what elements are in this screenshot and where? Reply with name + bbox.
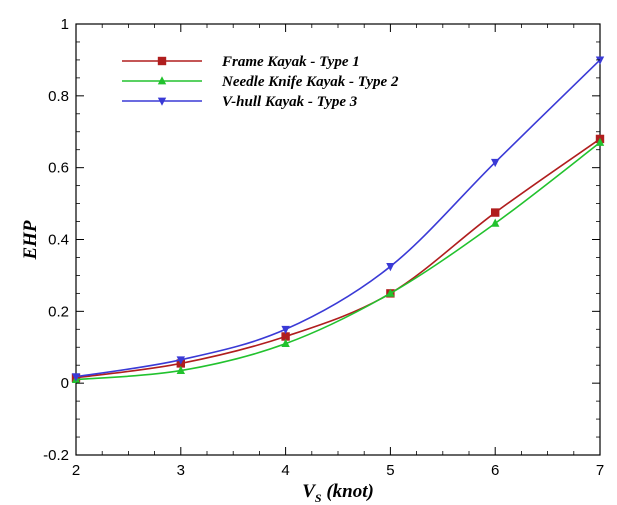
series-3: [71, 56, 605, 382]
x-tick-label: 7: [596, 462, 604, 479]
x-axis-title-main: V: [302, 481, 316, 502]
x-axis-title-subscript: S: [315, 491, 322, 505]
y-tick-label: -0.2: [43, 447, 69, 464]
legend-marker: [157, 97, 167, 106]
data-point: [176, 365, 185, 374]
data-point: [281, 338, 290, 348]
x-axis-title-unit: (knot): [322, 481, 374, 502]
legend-label: Needle Knife Kayak - Type 2: [221, 74, 399, 90]
series-1: [71, 134, 605, 382]
data-point: [71, 373, 81, 382]
legend-marker: [157, 76, 167, 85]
data-point: [491, 208, 500, 217]
series-2: [71, 137, 605, 383]
y-tick-label: 0: [61, 375, 69, 392]
data-point: [386, 288, 395, 297]
legend: Frame Kayak - Type 1 Needle Knife Kayak -…: [122, 54, 399, 110]
y-tick-label: 0.2: [48, 303, 69, 320]
x-tick-label: 6: [491, 462, 499, 479]
data-point: [281, 332, 290, 341]
data-point: [491, 158, 500, 168]
y-axis-title: EHP: [20, 220, 41, 260]
y-tick-label: 1: [61, 16, 69, 33]
legend-label: V-hull Kayak - Type 3: [222, 94, 358, 110]
series-line: [75, 138, 601, 379]
x-tick-label: 4: [281, 462, 289, 479]
legend-marker: [157, 56, 167, 66]
x-tick-label: 5: [386, 462, 394, 479]
y-tick-label: 0.8: [48, 88, 69, 105]
y-tick-label: 0.6: [48, 160, 69, 177]
x-axis-title: VS (knot): [302, 481, 374, 505]
data-point: [491, 218, 500, 227]
x-tick-label: 3: [177, 462, 185, 479]
data-point: [176, 356, 185, 365]
legend-entry: V-hull Kayak - Type 3: [122, 94, 358, 110]
legend-entry: Frame Kayak - Type 1: [122, 54, 360, 70]
data-point: [386, 263, 395, 272]
data-point: [595, 56, 605, 65]
series-line: [75, 141, 601, 381]
legend-label: Frame Kayak - Type 1: [221, 54, 360, 70]
x-tick-label: 2: [72, 462, 80, 479]
data-point: [595, 137, 605, 146]
data-point: [281, 325, 290, 335]
legend-entry: Needle Knife Kayak - Type 2: [122, 74, 399, 90]
series-line: [75, 59, 601, 378]
y-tick-label: 0.4: [48, 232, 69, 249]
